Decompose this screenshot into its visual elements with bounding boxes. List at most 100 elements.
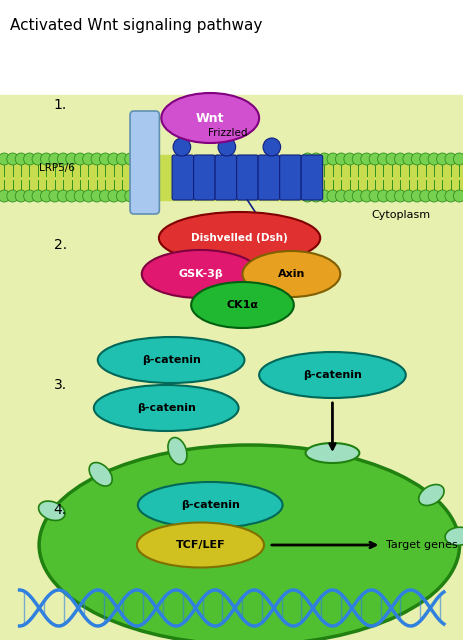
Text: LRP5/6: LRP5/6 [39, 163, 75, 173]
Text: β-catenin: β-catenin [137, 403, 196, 413]
Circle shape [319, 153, 330, 165]
Circle shape [344, 190, 356, 202]
Circle shape [133, 190, 145, 202]
Circle shape [24, 153, 36, 165]
Circle shape [116, 153, 128, 165]
FancyBboxPatch shape [215, 155, 237, 200]
Circle shape [0, 153, 10, 165]
Text: 2.: 2. [54, 238, 67, 252]
Ellipse shape [137, 522, 264, 568]
Circle shape [82, 153, 94, 165]
Circle shape [82, 190, 94, 202]
Circle shape [386, 190, 398, 202]
Bar [0, 0, 464, 95]
Circle shape [327, 190, 339, 202]
Ellipse shape [142, 250, 259, 298]
Circle shape [437, 190, 448, 202]
Ellipse shape [39, 445, 460, 640]
Ellipse shape [306, 443, 359, 463]
Circle shape [15, 153, 27, 165]
Ellipse shape [138, 482, 283, 528]
Circle shape [310, 190, 322, 202]
Circle shape [32, 153, 44, 165]
Circle shape [310, 153, 322, 165]
Circle shape [419, 153, 431, 165]
Text: 4.: 4. [54, 503, 67, 517]
Circle shape [57, 190, 69, 202]
Text: Dishvelled (Dsh): Dishvelled (Dsh) [191, 233, 288, 243]
Circle shape [40, 153, 52, 165]
Ellipse shape [94, 385, 238, 431]
Circle shape [0, 190, 10, 202]
FancyBboxPatch shape [301, 155, 323, 200]
Bar [0, 155, 464, 200]
Circle shape [32, 190, 44, 202]
Text: 1.: 1. [54, 98, 67, 112]
Circle shape [403, 153, 415, 165]
Circle shape [369, 153, 381, 165]
Ellipse shape [159, 212, 320, 264]
FancyBboxPatch shape [172, 155, 193, 200]
Text: Axin: Axin [278, 269, 305, 279]
Circle shape [57, 153, 69, 165]
Circle shape [378, 153, 389, 165]
Text: Frizzled: Frizzled [208, 128, 248, 138]
Circle shape [454, 190, 465, 202]
Ellipse shape [191, 282, 294, 328]
Circle shape [344, 153, 356, 165]
Circle shape [411, 153, 423, 165]
Circle shape [116, 190, 128, 202]
Circle shape [437, 153, 448, 165]
Text: GSK-3β: GSK-3β [178, 269, 223, 279]
Circle shape [302, 153, 313, 165]
FancyBboxPatch shape [280, 155, 301, 200]
Ellipse shape [89, 463, 112, 486]
Circle shape [108, 190, 119, 202]
Text: β-catenin: β-catenin [303, 370, 362, 380]
FancyBboxPatch shape [258, 155, 280, 200]
Circle shape [15, 190, 27, 202]
Circle shape [428, 190, 440, 202]
Circle shape [108, 153, 119, 165]
Circle shape [394, 190, 406, 202]
Circle shape [7, 190, 18, 202]
Circle shape [445, 190, 457, 202]
Circle shape [352, 190, 364, 202]
Circle shape [378, 190, 389, 202]
Circle shape [125, 190, 137, 202]
Text: Wnt: Wnt [196, 111, 225, 125]
Circle shape [74, 190, 86, 202]
Circle shape [428, 153, 440, 165]
Circle shape [100, 153, 111, 165]
Circle shape [66, 190, 77, 202]
Ellipse shape [445, 527, 473, 545]
Circle shape [24, 190, 36, 202]
Ellipse shape [161, 93, 259, 143]
Circle shape [74, 153, 86, 165]
Circle shape [319, 190, 330, 202]
FancyBboxPatch shape [193, 155, 215, 200]
FancyBboxPatch shape [237, 155, 258, 200]
Ellipse shape [259, 352, 406, 398]
Circle shape [403, 190, 415, 202]
Text: CK1α: CK1α [227, 300, 258, 310]
Circle shape [125, 153, 137, 165]
Circle shape [263, 138, 281, 156]
Ellipse shape [243, 251, 340, 297]
Circle shape [361, 153, 373, 165]
Circle shape [49, 153, 61, 165]
Circle shape [419, 190, 431, 202]
Circle shape [40, 190, 52, 202]
Text: Target genes: Target genes [386, 540, 458, 550]
Circle shape [352, 153, 364, 165]
Circle shape [336, 153, 347, 165]
Text: TCF/LEF: TCF/LEF [176, 540, 225, 550]
Circle shape [336, 190, 347, 202]
Circle shape [394, 153, 406, 165]
Bar [0, 95, 464, 640]
Circle shape [91, 190, 103, 202]
Circle shape [91, 153, 103, 165]
Circle shape [7, 153, 18, 165]
Text: Activated Wnt signaling pathway: Activated Wnt signaling pathway [10, 18, 262, 33]
Text: β-catenin: β-catenin [142, 355, 201, 365]
